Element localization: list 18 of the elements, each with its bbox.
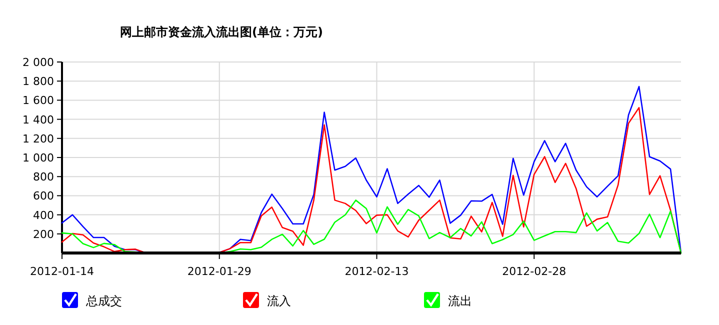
y-tick-label: 600: [33, 190, 54, 203]
legend-label: 流出: [448, 294, 472, 308]
legend-label: 流入: [267, 294, 291, 308]
y-tick-label: 200: [33, 228, 54, 241]
x-tick-label: 2012-01-14: [30, 265, 94, 278]
x-tick-label: 2012-01-29: [187, 265, 252, 278]
y-tick-label: 2 000: [22, 56, 54, 69]
y-tick-label: 400: [33, 208, 54, 222]
legend-label: 总成交: [85, 294, 122, 308]
x-tick-label: 2012-02-13: [344, 265, 409, 278]
y-tick-label: 1 400: [22, 113, 54, 126]
x-tick-label: 2012-02-28: [502, 265, 566, 278]
y-tick-label: 1 800: [22, 75, 54, 88]
y-tick-label: 800: [33, 170, 54, 184]
y-tick-label: 1 000: [22, 152, 54, 164]
y-tick-label: 1 200: [22, 132, 54, 146]
chart-title: 网上邮市资金流入流出图(单位：万元): [120, 25, 323, 39]
y-tick-label: 1 600: [22, 94, 54, 108]
